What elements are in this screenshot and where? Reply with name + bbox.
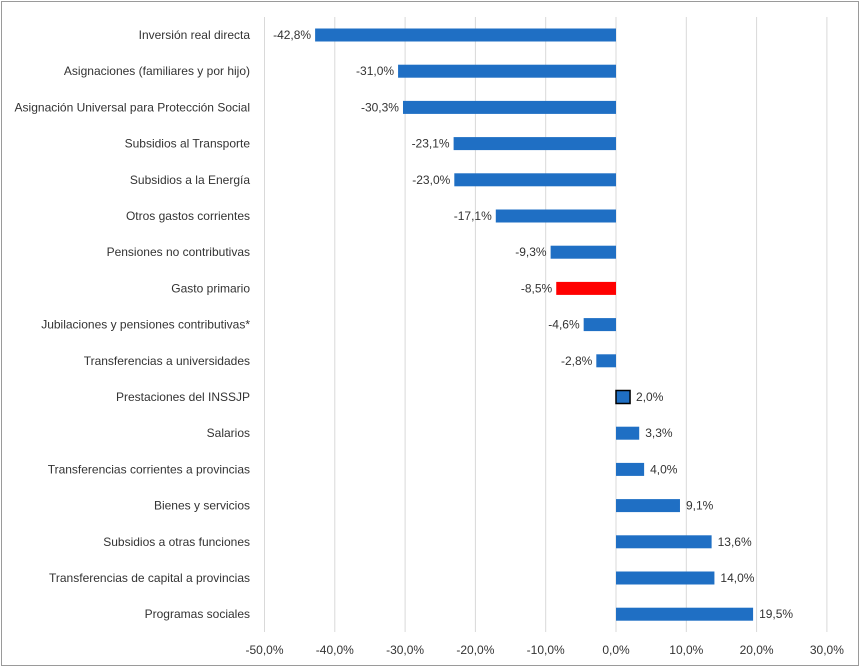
- category-label: Transferencias corrientes a provincias: [48, 462, 250, 476]
- x-tick-labels: -50,0% -40,0% -30,0% -20,0% -10,0% 0,0% 10,0% 2…: [245, 643, 844, 657]
- value-label: -4,6%: [548, 318, 580, 332]
- bar: [616, 426, 640, 440]
- category-label: Bienes y servicios: [154, 499, 250, 513]
- value-label: -8,5%: [521, 281, 553, 295]
- category-label: Asignación Universal para Protección Soc…: [15, 100, 250, 114]
- bar: [550, 245, 616, 259]
- bar: [402, 100, 616, 114]
- bar: [616, 571, 715, 585]
- bars: [315, 28, 754, 621]
- bar: [616, 535, 712, 549]
- value-labels: -42,8% -31,0% -30,3% -23,1% -23,0% -17,1% -9,3…: [273, 28, 793, 621]
- category-labels: Inversión real directa Asignaciones (fami…: [15, 28, 251, 621]
- value-label: -30,3%: [361, 100, 399, 114]
- bar: [495, 209, 616, 223]
- category-label: Salarios: [207, 426, 250, 440]
- x-tick-label: -40,0%: [316, 643, 354, 657]
- bar: [616, 462, 645, 476]
- category-label: Prestaciones del INSSJP: [116, 390, 250, 404]
- category-label: Otros gastos corrientes: [126, 209, 250, 223]
- value-label: 13,6%: [718, 535, 752, 549]
- bar: [615, 389, 631, 405]
- x-tick-label: 20,0%: [740, 643, 774, 657]
- value-label: 9,1%: [686, 499, 714, 513]
- x-tick-label: 10,0%: [669, 643, 703, 657]
- bar: [315, 28, 616, 42]
- category-label: Pensiones no contributivas: [107, 245, 250, 259]
- value-label: -17,1%: [454, 209, 492, 223]
- bar: [453, 137, 616, 151]
- category-label: Subsidios al Transporte: [125, 137, 251, 151]
- category-label: Transferencias de capital a provincias: [49, 571, 250, 585]
- bar: [454, 173, 616, 187]
- x-tick-label: -50,0%: [245, 643, 283, 657]
- bar: [583, 318, 616, 332]
- value-label: 4,0%: [650, 462, 678, 476]
- bar: [398, 64, 616, 78]
- bar: [556, 281, 616, 295]
- value-label: -9,3%: [515, 245, 547, 259]
- x-tick-label: -10,0%: [527, 643, 565, 657]
- value-label: 2,0%: [636, 390, 664, 404]
- category-label: Jubilaciones y pensiones contributivas*: [41, 318, 250, 332]
- bar: [596, 354, 616, 368]
- value-label: -23,1%: [412, 137, 450, 151]
- category-label: Transferencias a universidades: [84, 354, 250, 368]
- value-label: 19,5%: [759, 607, 793, 621]
- value-label: -2,8%: [561, 354, 593, 368]
- category-label: Inversión real directa: [139, 28, 251, 42]
- bar: [616, 607, 754, 621]
- x-tick-label: 0,0%: [602, 643, 630, 657]
- x-tick-label: -30,0%: [386, 643, 424, 657]
- bar: [616, 499, 680, 513]
- category-label: Subsidios a otras funciones: [103, 535, 250, 549]
- category-label: Asignaciones (familiares y por hijo): [64, 64, 250, 78]
- category-label: Subsidios a la Energía: [130, 173, 250, 187]
- value-label: -42,8%: [273, 28, 311, 42]
- value-label: 3,3%: [645, 426, 673, 440]
- category-label: Gasto primario: [171, 281, 250, 295]
- category-label: Programas sociales: [145, 607, 250, 621]
- x-tick-label: 30,0%: [810, 643, 844, 657]
- x-tick-label: -20,0%: [456, 643, 494, 657]
- value-label: 14,0%: [720, 571, 754, 585]
- value-label: -31,0%: [356, 64, 394, 78]
- value-label: -23,0%: [412, 173, 450, 187]
